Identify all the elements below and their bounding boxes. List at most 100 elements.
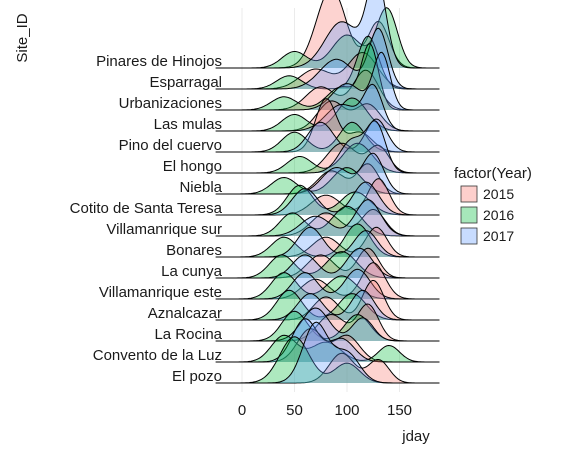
ridge-cotito-de-santa-teresa xyxy=(215,178,440,216)
y-tick-label: Villamanrique este xyxy=(99,284,222,301)
density-fill-2017 xyxy=(215,322,440,383)
ridge-niebla xyxy=(215,152,440,195)
density-line-2017 xyxy=(215,247,440,279)
density-fill-2015 xyxy=(215,163,440,194)
y-tick-label: La cunya xyxy=(161,263,223,280)
density-fill-2017 xyxy=(215,119,440,152)
y-tick-label: El pozo xyxy=(172,368,222,385)
legend-label-2016: 2016 xyxy=(483,207,514,223)
density-line-2017 xyxy=(215,83,440,132)
ridge-aznalcazar xyxy=(215,280,440,321)
y-tick-label: Bonares xyxy=(166,242,222,259)
density-fill-2015 xyxy=(215,178,440,215)
density-line-2016 xyxy=(215,43,440,111)
density-fill-2015 xyxy=(215,70,440,110)
density-fill-2015 xyxy=(215,248,440,278)
density-line-2017 xyxy=(215,120,440,174)
density-fill-2015 xyxy=(215,280,440,320)
ridge-la-cunya xyxy=(215,247,440,279)
density-line-2017 xyxy=(215,318,440,363)
legend: factor(Year) 2015 2016 2017 xyxy=(454,165,532,245)
x-axis-title: jday xyxy=(401,428,430,445)
density-fill-2016 xyxy=(215,206,440,236)
density-fill-2016 xyxy=(215,224,440,257)
density-line-2016 xyxy=(215,334,440,363)
density-line-2017 xyxy=(215,226,440,258)
density-fill-2017 xyxy=(215,120,440,173)
density-fill-2015 xyxy=(215,52,440,89)
density-fill-2016 xyxy=(215,336,440,383)
density-line-2017 xyxy=(215,321,440,384)
density-fill-2017 xyxy=(215,308,440,341)
y-tick-label: Pinares de Hinojos xyxy=(96,53,222,70)
legend-label-2017: 2017 xyxy=(483,228,514,244)
density-fill-2017 xyxy=(215,269,440,299)
ridge-bonares xyxy=(215,223,440,258)
legend-title: factor(Year) xyxy=(454,165,532,182)
density-line-2017 xyxy=(215,199,440,237)
legend-swatch-2016 xyxy=(460,206,478,224)
grid-lines xyxy=(241,8,400,392)
ridge-urbanizaciones xyxy=(215,43,440,111)
density-fill-2017 xyxy=(215,290,440,320)
x-tick-label: 150 xyxy=(387,402,412,419)
density-fill-2016 xyxy=(215,290,440,320)
y-tick-label: Villamanrique sur xyxy=(106,221,222,238)
ridge-villamanrique-sur xyxy=(215,199,440,237)
y-tick-label: La Rocina xyxy=(154,326,222,343)
density-line-2017 xyxy=(215,289,440,321)
y-tick-label: Esparragal xyxy=(149,74,222,91)
ridge-el-hongo xyxy=(215,120,440,174)
ridge-la-rocina xyxy=(215,303,440,342)
density-fill-2015 xyxy=(215,304,440,341)
x-tick-label: 50 xyxy=(286,402,303,419)
y-tick-label: Cotito de Santa Teresa xyxy=(70,200,223,217)
ridge-convento-de-la-luz xyxy=(215,318,440,363)
y-tick-label: Convento de la Luz xyxy=(93,347,222,364)
y-tick-label: Urbanizaciones xyxy=(119,95,222,112)
ridge-las-mulas xyxy=(215,83,440,132)
ridge-villamanrique-este xyxy=(215,262,440,300)
density-line-2017 xyxy=(215,152,440,195)
density-line-2017 xyxy=(215,181,440,216)
density-fill-2015 xyxy=(215,100,440,131)
ridges xyxy=(215,0,440,384)
density-fill-2016 xyxy=(215,7,440,68)
density-line-2017 xyxy=(215,27,440,90)
ridge-esparragal xyxy=(215,27,440,90)
density-fill-2015 xyxy=(215,0,440,68)
x-tick-label: 0 xyxy=(238,402,246,419)
density-fill-2017 xyxy=(215,28,440,89)
density-fill-2015 xyxy=(215,353,440,383)
legend-label-2015: 2015 xyxy=(483,186,514,202)
density-fill-2017 xyxy=(215,318,440,362)
legend-swatch-2015 xyxy=(460,185,478,203)
y-tick-label: Las mulas xyxy=(154,116,222,133)
density-line-2017 xyxy=(215,307,440,342)
density-fill-2016 xyxy=(215,36,440,89)
density-fill-2017 xyxy=(215,227,440,257)
density-fill-2016 xyxy=(215,167,440,194)
density-fill-2016 xyxy=(215,272,440,299)
density-fill-2016 xyxy=(215,251,440,278)
density-fill-2016 xyxy=(215,335,440,362)
density-line-2017 xyxy=(215,118,440,153)
y-axis-title: Site_ID xyxy=(14,13,31,62)
density-line-2017 xyxy=(215,0,440,69)
density-fill-2015 xyxy=(215,143,440,173)
legend-swatch-2017 xyxy=(460,227,478,245)
density-fill-2015 xyxy=(215,328,440,362)
ridge-pino-del-cuervo xyxy=(215,98,440,153)
y-tick-label: Niebla xyxy=(179,179,222,196)
x-tick-label: 100 xyxy=(334,402,359,419)
density-fill-2017 xyxy=(215,199,440,236)
density-fill-2015 xyxy=(215,262,440,299)
density-fill-2017 xyxy=(215,182,440,215)
ridge-pinares-de-hinojos xyxy=(215,0,440,69)
density-fill-2017 xyxy=(215,0,440,68)
density-fill-2016 xyxy=(215,98,440,131)
density-line-2017 xyxy=(215,268,440,300)
y-tick-label: Aznalcazar xyxy=(148,305,222,322)
density-fill-2017 xyxy=(215,52,440,110)
